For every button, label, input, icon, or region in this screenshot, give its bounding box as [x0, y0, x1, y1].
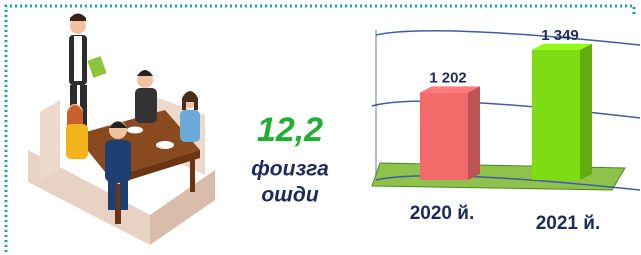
infographic: 12,2 фоизга ошди 1 202 2020 й. 1 349 2021 й… — [0, 0, 641, 255]
bar-side — [580, 44, 592, 180]
value-label: 1 202 — [429, 69, 467, 86]
bar — [532, 50, 580, 180]
growth-text: ошди — [261, 184, 318, 207]
bar — [420, 92, 468, 180]
grid-line — [376, 31, 640, 45]
growth-text: фоизга — [251, 158, 329, 181]
bar-side — [468, 86, 480, 180]
restaurant-illustration — [28, 14, 215, 246]
grid-line-decor — [372, 101, 640, 118]
x-tick-label: 2021 й. — [536, 213, 601, 234]
x-tick-label: 2020 й. — [410, 203, 475, 224]
value-label: 1 349 — [541, 27, 579, 44]
growth-value: 12,2 — [257, 111, 323, 149]
